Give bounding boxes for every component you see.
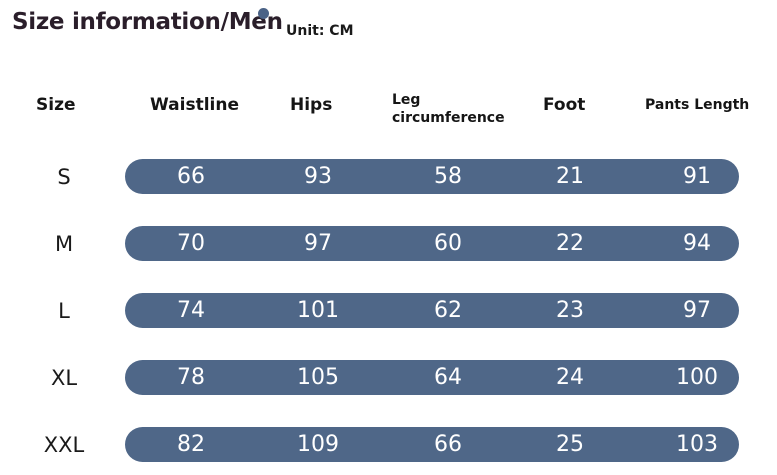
row-bar	[125, 159, 739, 194]
size-label: XL	[50, 366, 78, 390]
foot-value: 21	[556, 164, 584, 189]
waistline-value: 82	[177, 432, 205, 457]
waistline-value: 74	[177, 298, 205, 323]
foot-value: 24	[556, 365, 584, 390]
page-title: Size information/Men	[12, 9, 283, 35]
waistline-value: 78	[177, 365, 205, 390]
foot-value: 22	[556, 231, 584, 256]
size-label: L	[58, 299, 70, 323]
pants-length-value: 94	[683, 231, 711, 256]
size-row-m: M 70 97 60 22 94	[0, 226, 777, 262]
leg-circumference-value: 64	[434, 365, 462, 390]
hips-value: 105	[297, 365, 339, 390]
row-bar	[125, 360, 739, 395]
hips-value: 109	[297, 432, 339, 457]
decorative-dot	[258, 8, 269, 19]
foot-value: 25	[556, 432, 584, 457]
hips-value: 101	[297, 298, 339, 323]
column-header-leg-circumference: Leg circumference	[392, 92, 505, 126]
row-bar	[125, 427, 739, 462]
pants-length-value: 97	[683, 298, 711, 323]
size-row-xl: XL 78 105 64 24 100	[0, 360, 777, 396]
row-bar	[125, 226, 739, 261]
leg-circumference-value: 58	[434, 164, 462, 189]
column-header-pants-length: Pants Length	[645, 97, 750, 113]
leg-circumference-value: 60	[434, 231, 462, 256]
waistline-value: 70	[177, 231, 205, 256]
waistline-value: 66	[177, 164, 205, 189]
column-header-hips: Hips	[290, 95, 333, 115]
column-header-foot: Foot	[543, 95, 586, 115]
size-row-s: S 66 93 58 21 91	[0, 159, 777, 195]
size-row-l: L 74 101 62 23 97	[0, 293, 777, 329]
size-label: XXL	[43, 433, 85, 457]
size-label: M	[54, 232, 74, 256]
hips-value: 93	[304, 164, 332, 189]
size-label: S	[57, 165, 71, 189]
foot-value: 23	[556, 298, 584, 323]
size-row-xxl: XXL 82 109 66 25 103	[0, 427, 777, 463]
pants-length-value: 91	[683, 164, 711, 189]
pants-length-value: 100	[676, 365, 718, 390]
unit-label: Unit: CM	[286, 23, 354, 39]
hips-value: 97	[304, 231, 332, 256]
leg-circumference-value: 62	[434, 298, 462, 323]
row-bar	[125, 293, 739, 328]
leg-circumference-value: 66	[434, 432, 462, 457]
column-header-waistline: Waistline	[150, 95, 239, 115]
column-header-size: Size	[36, 95, 76, 115]
pants-length-value: 103	[676, 432, 718, 457]
